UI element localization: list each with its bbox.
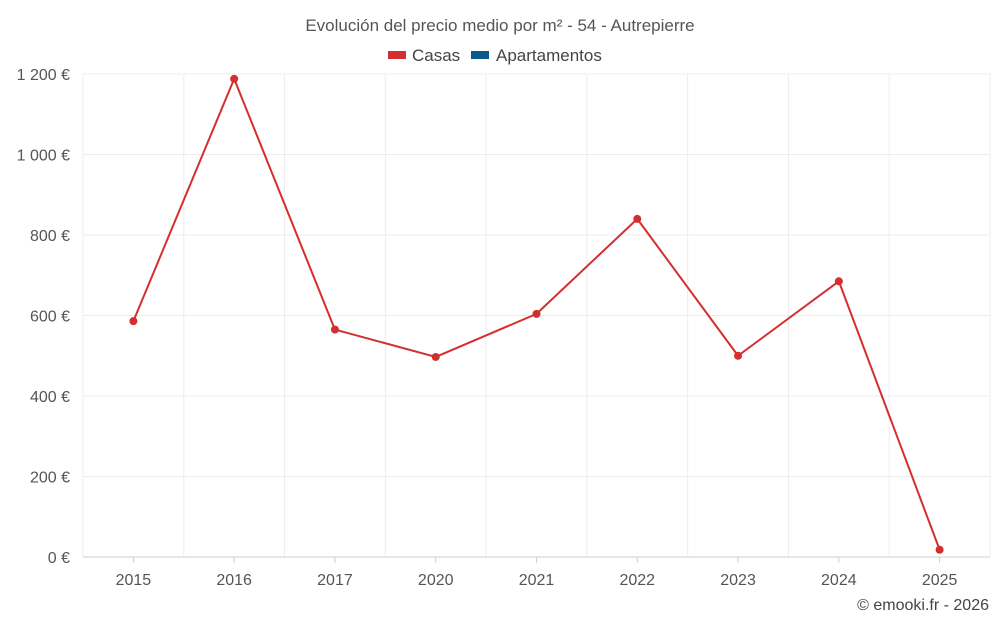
y-tick-label: 800 €	[30, 228, 70, 245]
data-point-casas-2025[interactable]	[935, 545, 944, 554]
chart-title: Evolución del precio medio por m² - 54 -…	[305, 16, 694, 35]
x-tick-label: 2016	[216, 572, 252, 589]
data-point-casas-2016[interactable]	[230, 74, 239, 83]
data-point-casas-2024[interactable]	[834, 277, 843, 286]
y-tick-label: 0 €	[48, 550, 70, 567]
x-tick-label: 2025	[922, 572, 958, 589]
legend-item-apartamentos[interactable]: Apartamentos	[471, 46, 602, 65]
legend: Casas Apartamentos	[388, 46, 602, 65]
legend-label-casas: Casas	[412, 46, 460, 65]
legend-swatch-casas	[388, 51, 406, 59]
x-tick-label: 2020	[418, 572, 454, 589]
y-tick-label: 1 200 €	[17, 67, 70, 84]
x-tick-label: 2021	[519, 572, 555, 589]
y-tick-label: 200 €	[30, 470, 70, 487]
y-tick-label: 1 000 €	[17, 148, 70, 165]
data-point-casas-2015[interactable]	[129, 317, 138, 326]
series-casas	[129, 74, 944, 554]
x-tick-label: 2022	[619, 572, 655, 589]
legend-swatch-apartamentos	[471, 51, 489, 59]
legend-label-apartamentos: Apartamentos	[496, 46, 602, 65]
x-tick-label: 2017	[317, 572, 353, 589]
credit-text: © emooki.fr - 2026	[857, 597, 989, 614]
legend-item-casas[interactable]: Casas	[388, 46, 460, 65]
data-point-casas-2020[interactable]	[431, 352, 440, 361]
data-point-casas-2022[interactable]	[633, 214, 642, 223]
x-tick-label: 2024	[821, 572, 857, 589]
x-tick-label: 2023	[720, 572, 756, 589]
data-point-casas-2021[interactable]	[532, 309, 541, 318]
data-point-casas-2017[interactable]	[330, 325, 339, 334]
data-point-casas-2023[interactable]	[734, 351, 743, 360]
axes: 0 € 200 € 400 € 600 € 800 € 1 000 € 1 200 € 201…	[17, 67, 990, 589]
x-tick-label: 2015	[116, 572, 152, 589]
grid	[82, 73, 991, 557]
y-tick-label: 400 €	[30, 389, 70, 406]
y-tick-label: 600 €	[30, 309, 70, 326]
